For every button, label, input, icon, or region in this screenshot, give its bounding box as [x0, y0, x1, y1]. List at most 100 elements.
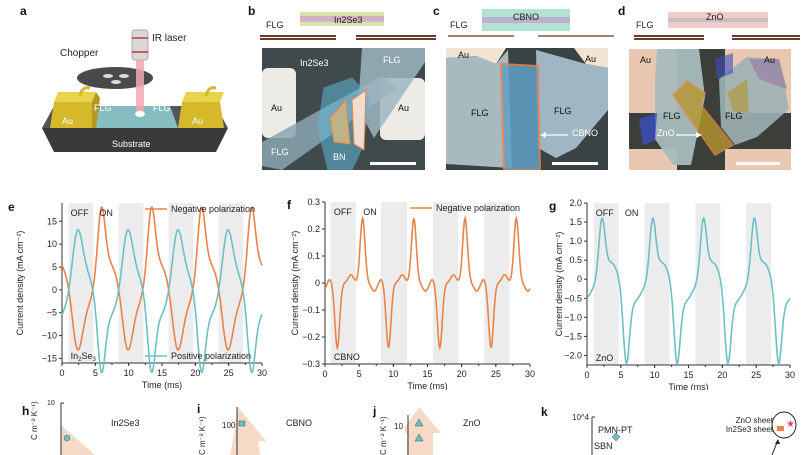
d-photo-flg-right: FLG: [725, 111, 743, 121]
svg-text:25: 25: [491, 369, 501, 379]
panel-letter-a: a: [20, 4, 27, 18]
flg-left-label: FLG: [94, 103, 112, 113]
k-sbn-label: SBN: [594, 441, 613, 451]
c-photo-flg-right: FLG: [554, 106, 572, 116]
y-axis-label: Current density (mA cm⁻²): [15, 231, 25, 336]
series-line: [61, 206, 263, 351]
k-zno-sheet-label: ZnO sheet: [735, 416, 773, 425]
off-band: [484, 202, 510, 364]
b-photo-au-left: Au: [271, 103, 283, 113]
b-photo-flg-bottom: FLG: [271, 147, 289, 157]
svg-text:0: 0: [584, 370, 589, 380]
svg-text:5: 5: [357, 369, 362, 379]
svg-text:10: 10: [650, 370, 660, 380]
sample-label: In2Se3: [71, 351, 97, 363]
d-scale-bar: [736, 162, 780, 165]
panel-letter-g: g: [549, 199, 557, 213]
c-micrograph: [446, 48, 608, 170]
panel-letter-h: h: [22, 404, 30, 418]
x-axis-label: Time (ms): [407, 381, 447, 390]
c-schematic-flg: FLG: [450, 20, 468, 30]
k-in2se3-sheet-label: In2Se3 sheet: [725, 425, 773, 434]
chart-e: 0 5 10 15 20 25 30 −15 −10 −5 0 5 10 15 Time (ms) Curre…: [15, 203, 267, 390]
off-band: [330, 202, 356, 364]
svg-text:30: 30: [257, 368, 267, 378]
svg-text:25: 25: [224, 368, 234, 378]
c-arrow-icon: [540, 132, 568, 138]
substrate-label: Substrate: [112, 139, 151, 149]
svg-text:15: 15: [422, 369, 432, 379]
svg-text:OFF: OFF: [334, 207, 352, 217]
h-ytick-top: 10: [47, 400, 55, 407]
d-arrow-icon: [676, 132, 702, 138]
svg-text:0.3: 0.3: [307, 197, 320, 207]
y-axis-label: Current density (mA cm⁻²): [554, 232, 564, 337]
svg-text:20: 20: [190, 368, 200, 378]
x-axis-label: Time (ms): [668, 382, 708, 390]
c-photo-flg-left: FLG: [471, 108, 489, 118]
k-highlight-circle: ★: [771, 411, 797, 455]
panel-letter-c: c: [433, 4, 440, 18]
svg-text:1.5: 1.5: [569, 217, 582, 227]
svg-text:0.2: 0.2: [307, 224, 320, 234]
c-photo-au-left: Au: [458, 50, 470, 60]
svg-text:OFF: OFF: [71, 208, 89, 218]
svg-text:−0.2: −0.2: [302, 332, 320, 342]
d-schematic-flg: FLG: [636, 20, 654, 30]
c-scale-bar: [552, 162, 598, 165]
j-ytick: 10: [394, 422, 403, 431]
c-photo-material-arrow-label: CBNO: [572, 128, 599, 138]
k-pmnpt-label: PMN-PT: [598, 425, 633, 435]
svg-text:10: 10: [47, 239, 57, 249]
k-axis: [591, 416, 620, 455]
svg-text:2.0: 2.0: [569, 198, 582, 208]
svg-text:ON: ON: [99, 208, 113, 218]
svg-text:15: 15: [157, 368, 167, 378]
i-material-label: CBNO: [286, 418, 313, 428]
svg-text:0.5: 0.5: [569, 255, 582, 265]
d-crystal-schematic: [634, 12, 800, 40]
panel-letter-e: e: [8, 200, 15, 214]
off-band: [168, 203, 194, 363]
svg-text:15: 15: [683, 370, 693, 380]
legend-entry: Negative polarization: [171, 204, 255, 214]
c-photo-au-right: Au: [585, 54, 597, 64]
panel-letter-i: i: [197, 402, 201, 416]
panel-letter-f: f: [287, 198, 291, 212]
svg-text:5: 5: [93, 368, 98, 378]
svg-text:1.0: 1.0: [569, 236, 582, 246]
j-plot: [405, 407, 441, 455]
device-schematic: [42, 29, 228, 152]
h-ylabel: C m⁻² K⁻¹): [30, 401, 39, 440]
b-micrograph: [262, 48, 425, 170]
b-photo-bn: BN: [333, 152, 346, 162]
h-plot: [60, 402, 95, 455]
chopper-label: Chopper: [60, 48, 99, 59]
svg-text:−10: −10: [42, 331, 57, 341]
legend-entry: Positive polarization: [171, 351, 251, 361]
c-schematic-material: CBNO: [513, 12, 540, 22]
svg-text:−2.0: −2.0: [564, 350, 582, 360]
panel-letter-j: j: [373, 404, 377, 418]
d-schematic-material: ZnO: [706, 12, 724, 22]
svg-text:−0.5: −0.5: [564, 293, 582, 303]
svg-text:10: 10: [124, 368, 134, 378]
svg-text:−5: −5: [47, 308, 57, 318]
i-plot: [230, 407, 266, 455]
svg-text:30: 30: [525, 369, 535, 379]
svg-text:0: 0: [59, 368, 64, 378]
svg-text:0: 0: [577, 274, 582, 284]
au-left-label: Au: [62, 116, 74, 126]
x-axis-label: Time (ms): [142, 380, 182, 390]
svg-text:20: 20: [457, 369, 467, 379]
svg-text:30: 30: [785, 370, 795, 380]
panel-letter-b: b: [248, 4, 256, 18]
off-band: [432, 202, 459, 364]
panel-letter-d: d: [618, 4, 626, 18]
off-band: [695, 203, 721, 365]
svg-text:ON: ON: [363, 207, 377, 217]
svg-text:20: 20: [717, 370, 727, 380]
b-scale-bar: [370, 162, 416, 165]
svg-text:15: 15: [47, 216, 57, 226]
chart-f: 0 5 10 15 20 25 30 −0.3 −0.2 −0.1 0 0.1 0.2 0.3 Time (…: [290, 197, 535, 390]
